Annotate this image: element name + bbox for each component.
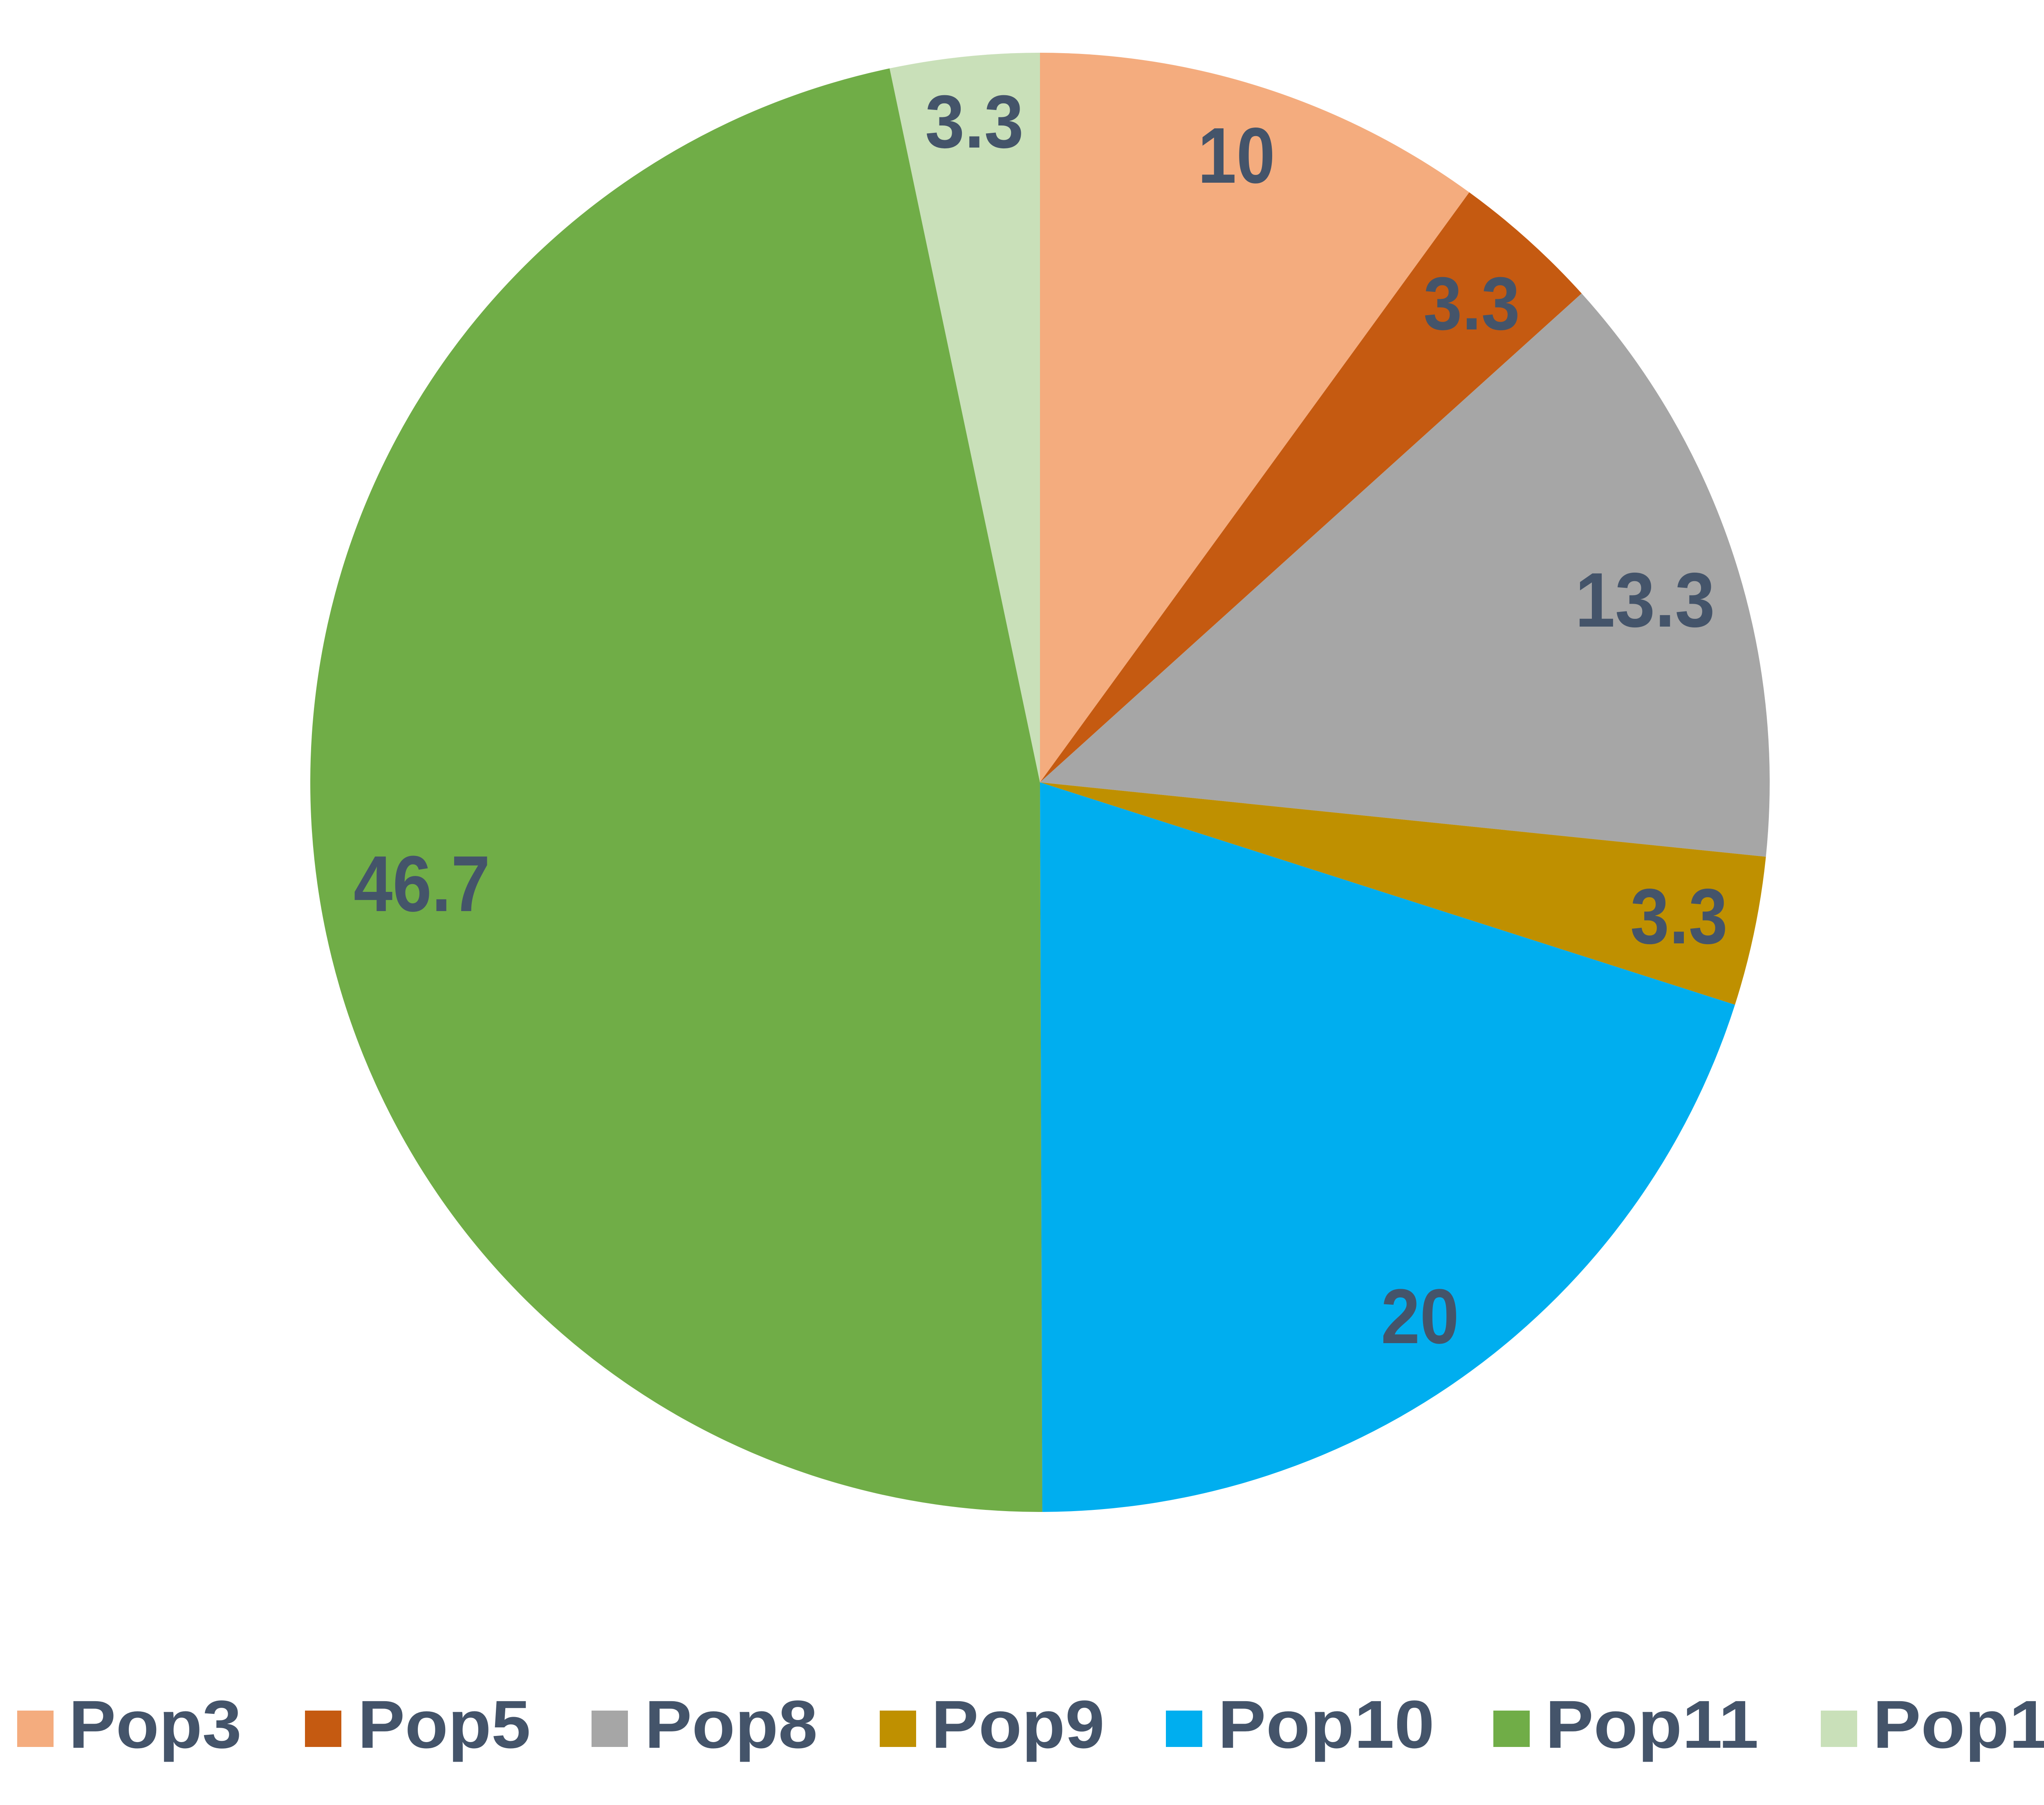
svg-text:3.3: 3.3 <box>925 80 1024 163</box>
svg-text:Pop11: Pop11 <box>1545 1687 1759 1762</box>
svg-text:Pop8: Pop8 <box>645 1687 818 1762</box>
svg-text:10: 10 <box>1198 111 1275 199</box>
svg-text:20: 20 <box>1381 1273 1459 1360</box>
svg-text:Pop5: Pop5 <box>358 1687 531 1762</box>
svg-text:13.3: 13.3 <box>1575 557 1715 643</box>
svg-text:46.7: 46.7 <box>354 840 490 928</box>
svg-text:Pop9: Pop9 <box>931 1687 1105 1762</box>
svg-text:Pop3: Pop3 <box>69 1687 242 1762</box>
svg-text:3.3: 3.3 <box>1423 262 1520 345</box>
svg-text:Pop12: Pop12 <box>1873 1687 2044 1762</box>
svg-text:3.3: 3.3 <box>1630 872 1728 960</box>
svg-text:Pop10: Pop10 <box>1218 1687 1434 1762</box>
